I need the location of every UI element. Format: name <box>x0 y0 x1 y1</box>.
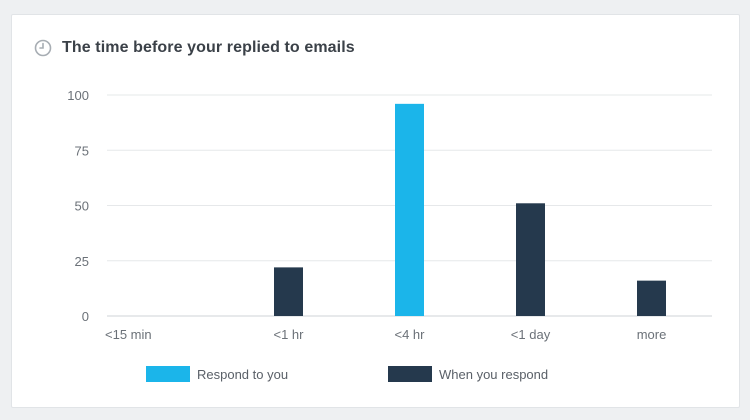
y-tick-label: 50 <box>75 199 89 214</box>
bar-respond-to-you[interactable] <box>395 103 424 316</box>
y-tick-label: 25 <box>75 254 89 269</box>
y-tick-label: 0 <box>82 309 89 324</box>
bar-when-you-respond[interactable] <box>637 280 666 316</box>
y-tick-label: 100 <box>67 88 89 103</box>
legend-swatch <box>388 366 432 382</box>
chart-card: The time before your replied to emails <box>11 14 740 408</box>
x-tick-label: <1 hr <box>274 327 305 342</box>
chart-header: The time before your replied to emails <box>34 39 355 57</box>
bar-when-you-respond[interactable] <box>516 203 545 316</box>
y-axis-ticks: 0 25 50 75 100 <box>67 88 89 324</box>
x-tick-label: <4 hr <box>395 327 426 342</box>
y-tick-label: 75 <box>75 143 89 158</box>
x-tick-label: more <box>637 327 667 342</box>
x-tick-label: <1 day <box>511 327 551 342</box>
bars <box>274 103 666 316</box>
legend-label: Respond to you <box>197 367 288 382</box>
clock-icon <box>34 39 52 57</box>
bar-when-you-respond[interactable] <box>274 267 303 316</box>
legend-swatch <box>146 366 190 382</box>
x-tick-label: <15 min <box>105 327 152 342</box>
legend: Respond to you When you respond <box>146 366 548 382</box>
x-axis-ticks: <15 min <1 hr <4 hr <1 day more <box>105 327 666 342</box>
legend-label: When you respond <box>439 367 548 382</box>
chart-title: The time before your replied to emails <box>62 39 355 56</box>
